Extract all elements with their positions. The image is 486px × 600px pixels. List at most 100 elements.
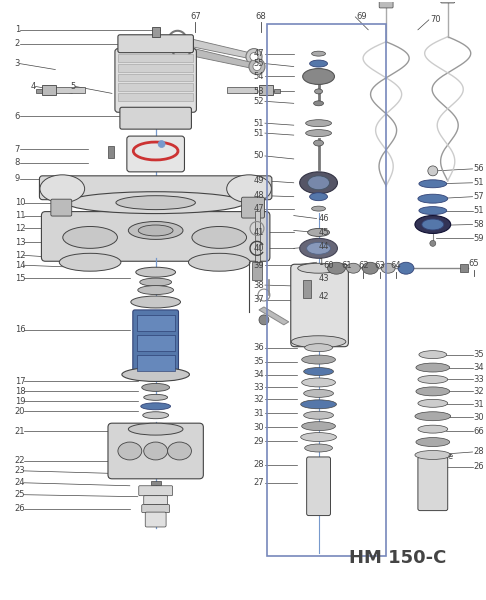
Ellipse shape (418, 400, 448, 407)
Ellipse shape (416, 387, 450, 396)
Polygon shape (259, 307, 289, 325)
FancyBboxPatch shape (441, 0, 455, 3)
Ellipse shape (138, 286, 174, 295)
Text: 41: 41 (253, 228, 264, 237)
Text: 51: 51 (473, 206, 484, 215)
Text: 53: 53 (253, 87, 264, 96)
FancyBboxPatch shape (118, 35, 193, 53)
Ellipse shape (189, 253, 250, 271)
Text: 43: 43 (318, 274, 329, 283)
Text: 14: 14 (15, 261, 25, 270)
Ellipse shape (308, 229, 330, 236)
Text: 26: 26 (473, 463, 484, 472)
Text: 51: 51 (253, 128, 264, 137)
Text: 21: 21 (15, 427, 25, 436)
Text: 5: 5 (70, 82, 75, 91)
Ellipse shape (300, 238, 337, 258)
Text: 10: 10 (15, 198, 25, 207)
Text: 7: 7 (15, 145, 20, 154)
Text: 2: 2 (15, 39, 20, 48)
Bar (36, 89, 42, 94)
Bar (118, 94, 193, 101)
Text: 49: 49 (253, 176, 264, 185)
Ellipse shape (310, 193, 328, 200)
Text: 51: 51 (473, 178, 484, 187)
Text: 28: 28 (253, 460, 264, 469)
Ellipse shape (301, 400, 336, 409)
Ellipse shape (303, 68, 334, 85)
Ellipse shape (418, 194, 448, 203)
Text: 4: 4 (31, 82, 36, 91)
Ellipse shape (140, 278, 172, 286)
Ellipse shape (192, 226, 246, 248)
Text: 22: 22 (15, 457, 25, 466)
Text: 27: 27 (253, 478, 264, 487)
Bar (259, 85, 273, 95)
Ellipse shape (381, 263, 395, 273)
Text: 18: 18 (15, 387, 25, 396)
Ellipse shape (302, 355, 335, 364)
Text: 63: 63 (375, 261, 385, 270)
Circle shape (428, 166, 438, 176)
FancyBboxPatch shape (291, 264, 348, 347)
Ellipse shape (415, 412, 451, 421)
Ellipse shape (304, 411, 333, 419)
Bar (267, 24, 386, 556)
Text: 66: 66 (473, 427, 484, 436)
FancyBboxPatch shape (307, 457, 330, 515)
Polygon shape (181, 46, 258, 69)
Ellipse shape (301, 433, 336, 442)
Text: 56: 56 (473, 164, 484, 173)
Ellipse shape (305, 344, 332, 352)
Text: 1: 1 (318, 258, 324, 267)
Ellipse shape (418, 425, 448, 433)
FancyBboxPatch shape (108, 423, 203, 479)
Ellipse shape (304, 368, 333, 376)
Bar (255, 211, 260, 262)
FancyBboxPatch shape (144, 496, 168, 505)
Ellipse shape (308, 176, 330, 190)
Ellipse shape (128, 221, 183, 239)
Text: 58: 58 (473, 220, 484, 229)
Ellipse shape (419, 350, 447, 359)
Bar (137, 315, 174, 331)
Ellipse shape (291, 336, 346, 347)
Text: 28: 28 (473, 448, 484, 457)
Ellipse shape (226, 175, 271, 203)
Text: 55: 55 (253, 59, 264, 68)
Text: 33: 33 (253, 383, 264, 392)
Text: 31: 31 (253, 409, 264, 418)
Text: 9: 9 (15, 175, 20, 184)
Ellipse shape (422, 219, 444, 230)
Bar (55, 88, 85, 94)
Text: 45: 45 (318, 228, 329, 237)
FancyBboxPatch shape (115, 49, 196, 112)
Text: 12: 12 (15, 224, 25, 233)
Ellipse shape (307, 242, 330, 254)
Bar (152, 27, 159, 37)
Ellipse shape (416, 437, 450, 446)
Circle shape (430, 241, 436, 247)
FancyBboxPatch shape (51, 199, 72, 216)
Bar (460, 264, 468, 272)
FancyBboxPatch shape (39, 176, 272, 200)
Ellipse shape (328, 262, 346, 274)
Ellipse shape (302, 422, 335, 431)
Circle shape (250, 53, 258, 61)
Text: 25: 25 (15, 490, 25, 499)
Bar (227, 88, 257, 94)
Ellipse shape (144, 394, 168, 400)
Text: 34: 34 (253, 370, 264, 379)
Text: 30: 30 (253, 422, 264, 431)
Ellipse shape (312, 206, 326, 211)
Ellipse shape (415, 451, 451, 460)
Text: 70: 70 (430, 16, 440, 25)
Text: 29: 29 (253, 437, 264, 446)
Text: 59: 59 (473, 234, 484, 243)
Text: 8: 8 (15, 158, 20, 167)
Text: 37: 37 (253, 295, 264, 304)
Bar (118, 53, 193, 62)
Text: 32: 32 (253, 395, 264, 404)
Text: 26: 26 (15, 504, 25, 513)
FancyBboxPatch shape (139, 486, 173, 496)
